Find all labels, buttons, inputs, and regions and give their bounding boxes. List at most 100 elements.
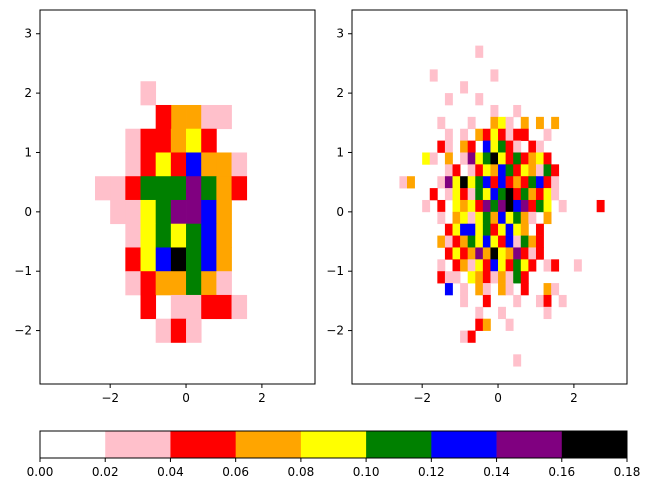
heatmap-cell	[498, 199, 506, 213]
heatmap-cell	[186, 294, 202, 320]
heatmap-cell	[505, 176, 514, 189]
heatmap-cell	[140, 223, 157, 248]
heatmap-cell	[490, 247, 499, 260]
heatmap-cell	[444, 140, 453, 153]
heatmap-cell	[444, 128, 453, 141]
heatmap-cell	[186, 176, 202, 201]
heatmap-cell	[551, 176, 560, 189]
heatmap-cell	[475, 152, 484, 165]
heatmap-cell	[513, 199, 522, 213]
x-tick-label: 2	[258, 391, 266, 405]
heatmap-cell	[490, 259, 499, 272]
heatmap-cell	[452, 235, 461, 248]
heatmap-cell	[505, 247, 514, 260]
heatmap-cell	[460, 211, 469, 225]
heatmap-cell	[475, 223, 484, 236]
heatmap-cell	[505, 116, 514, 130]
heatmap-cell	[429, 188, 438, 201]
heatmap-cell	[125, 247, 141, 272]
colorbar-block	[105, 431, 171, 458]
heatmap-cell	[505, 283, 514, 296]
heatmap-cell	[505, 188, 514, 201]
heatmap-cell	[482, 259, 491, 272]
heatmap-cell	[155, 318, 172, 343]
heatmap-cell	[467, 199, 476, 213]
right-axes-ticks: −2 0 2 −2 −1 0 1 2 3	[326, 27, 577, 405]
colorbar-tick-label: 0.14	[483, 465, 510, 479]
heatmap-cell	[482, 294, 491, 308]
heatmap-cell	[467, 140, 476, 153]
heatmap-cell	[490, 271, 499, 284]
heatmap-cell	[460, 81, 469, 94]
heatmap-cell	[452, 188, 461, 201]
x-tick-label: 0	[182, 391, 190, 405]
heatmap-cell	[467, 330, 476, 343]
heatmap-cell	[467, 116, 476, 130]
heatmap-cell	[95, 176, 111, 201]
heatmap-cell	[467, 247, 476, 260]
colorbar-tick-label: 0.18	[614, 465, 641, 479]
heatmap-cell	[429, 152, 438, 165]
heatmap-cell	[513, 152, 522, 165]
heatmap-cell	[498, 271, 506, 284]
heatmap-cell	[520, 188, 529, 201]
heatmap-cell	[437, 235, 446, 248]
heatmap-cell	[482, 128, 491, 141]
heatmap-cell	[498, 283, 506, 296]
heatmap-cell	[535, 199, 544, 213]
heatmap-cell	[201, 271, 217, 296]
heatmap-cell	[475, 164, 484, 177]
left-heatmap-cells	[95, 81, 248, 343]
heatmap-cell	[444, 223, 453, 236]
heatmap-cell	[201, 223, 217, 248]
heatmap-cell	[475, 306, 484, 320]
heatmap-cell	[444, 283, 453, 296]
heatmap-cell	[498, 247, 506, 260]
heatmap-cell	[520, 259, 529, 272]
heatmap-cell	[170, 271, 187, 296]
colorbar-block	[170, 431, 237, 458]
heatmap-cell	[460, 235, 469, 248]
heatmap-cell	[125, 128, 141, 153]
heatmap-cell	[155, 152, 172, 177]
heatmap-cell	[422, 152, 431, 165]
heatmap-cell	[490, 223, 499, 236]
heatmap-cell	[467, 176, 476, 189]
left-axes-ticks: −2 0 2 −2 −1 0 1 2 3	[14, 27, 265, 405]
heatmap-cell	[460, 188, 469, 201]
heatmap-cell	[467, 152, 476, 165]
heatmap-cell	[186, 152, 202, 177]
heatmap-cell	[528, 235, 537, 248]
heatmap-cell	[452, 259, 461, 272]
heatmap-cell	[216, 152, 232, 177]
heatmap-cell	[407, 176, 415, 189]
x-tick-label: 2	[570, 391, 578, 405]
heatmap-cell	[513, 235, 522, 248]
colorbar-tick-label: 0.10	[353, 465, 380, 479]
heatmap-cell	[528, 140, 537, 153]
heatmap-cell	[490, 235, 499, 248]
heatmap-cell	[444, 152, 453, 165]
heatmap-cell	[110, 199, 126, 225]
heatmap-cell	[543, 164, 552, 177]
heatmap-cell	[520, 283, 529, 296]
colorbar-tick-label: 0.08	[288, 465, 315, 479]
heatmap-cell	[520, 247, 529, 260]
heatmap-cell	[452, 271, 461, 284]
heatmap-cell	[125, 223, 141, 248]
heatmap-cell	[551, 164, 560, 177]
left-heatmap-panel: −2 0 2 −2 −1 0 1 2 3	[14, 9, 316, 405]
heatmap-cell	[498, 306, 506, 320]
heatmap-cell	[520, 176, 529, 189]
heatmap-cell	[186, 104, 202, 130]
heatmap-cell	[482, 140, 491, 153]
heatmap-cell	[528, 247, 537, 260]
heatmap-cell	[498, 116, 506, 130]
heatmap-cell	[155, 223, 172, 248]
heatmap-cell	[543, 188, 552, 201]
heatmap-cell	[170, 294, 187, 320]
heatmap-cell	[467, 235, 476, 248]
heatmap-cell	[437, 211, 446, 225]
heatmap-cell	[475, 235, 484, 248]
colorbar-block	[300, 431, 367, 458]
